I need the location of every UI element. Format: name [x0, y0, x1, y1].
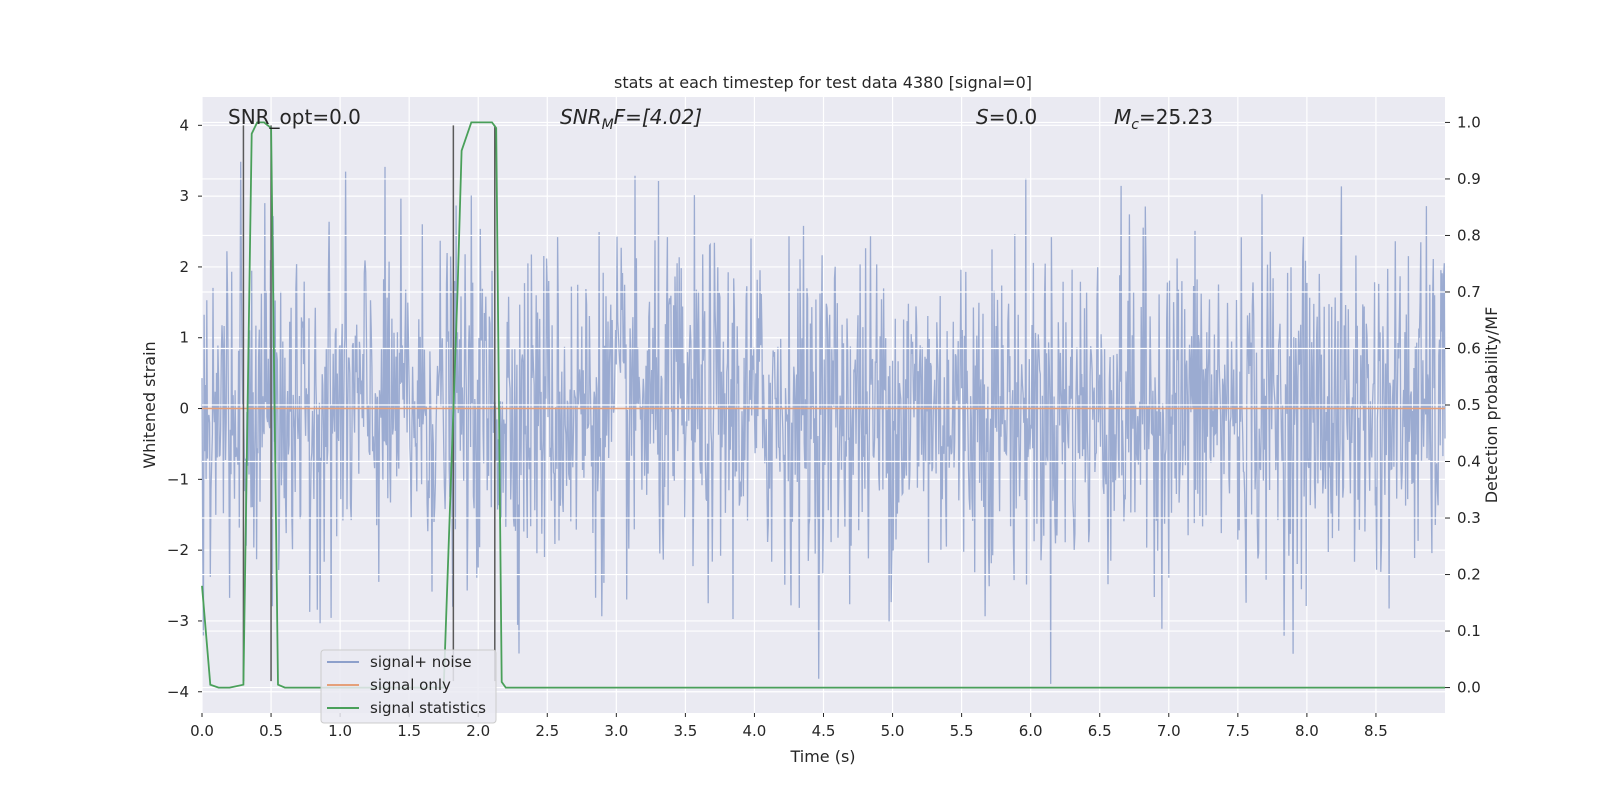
series-signal-statistics — [201, 121, 1445, 689]
y2-tick-label: 0.6 — [1457, 339, 1481, 357]
legend-label-signal-noise: signal+ noise — [370, 653, 472, 671]
legend-box — [320, 649, 497, 724]
x-tick-label: 2.0 — [466, 722, 490, 740]
y2-tick-label: 1.0 — [1457, 113, 1481, 131]
y-tick-label: −4 — [167, 683, 189, 701]
x-tick-label: 7.0 — [1157, 722, 1181, 740]
y2-tick-label: 0.0 — [1457, 679, 1481, 697]
annotation-s-rest: =0.0 — [989, 105, 1038, 129]
y2-tick-label: 0.8 — [1457, 226, 1481, 244]
x-tick-label: 4.5 — [812, 722, 836, 740]
annotation-snr-opt: SNR_opt=0.0 — [228, 105, 361, 129]
annotation-snr-mf-main: SNR — [560, 105, 602, 129]
x-tick-label: 1.5 — [397, 722, 421, 740]
x-tick-label: 4.0 — [743, 722, 767, 740]
annotation-mc-sub: c — [1131, 117, 1139, 133]
y-tick-label: −3 — [167, 612, 189, 630]
y2-tick-label: 0.2 — [1457, 566, 1481, 584]
annotation-snr-mf-rest: F=[4.02] — [614, 105, 702, 129]
x-tick-label: 8.0 — [1295, 722, 1319, 740]
annotation-snr-mf: SNRMF=[4.02] — [560, 105, 702, 133]
signal-statistics-line — [201, 121, 1445, 689]
y-axis-label: Whitened strain — [140, 341, 159, 468]
x-ticks: 0.0 0.5 1.0 1.5 2.0 2.5 3.0 3.5 4.0 4.5 5.0 5.5 6.0 6… — [190, 713, 1388, 740]
x-tick-label: 5.0 — [881, 722, 905, 740]
x-axis-label: Time (s) — [789, 747, 855, 766]
x-tick-label: 0.0 — [190, 722, 214, 740]
y2-axis-label: Detection probability/MF — [1482, 307, 1501, 504]
x-tick-label: 6.5 — [1088, 722, 1112, 740]
x-tick-label: 7.5 — [1226, 722, 1250, 740]
legend: signal+ noise signal only signal statist… — [320, 649, 497, 724]
legend-label-signal-statistics: signal statistics — [370, 699, 486, 717]
y-tick-label: 4 — [179, 116, 189, 134]
y2-tick-label: 0.7 — [1457, 283, 1481, 301]
annotation-mc-rest: =25.23 — [1139, 105, 1213, 129]
annotation-mc-main: M — [1114, 105, 1131, 129]
y-tick-label: 1 — [179, 329, 189, 347]
legend-label-signal-only: signal only — [370, 676, 451, 694]
y2-tick-label: 0.5 — [1457, 396, 1481, 414]
y-tick-label: 3 — [179, 187, 189, 205]
x-tick-label: 2.5 — [535, 722, 559, 740]
x-tick-label: 1.0 — [328, 722, 352, 740]
x-tick-label: 3.5 — [673, 722, 697, 740]
noise-trace — [201, 161, 1446, 684]
x-tick-label: 3.0 — [604, 722, 628, 740]
annotation-s-main: S — [976, 105, 989, 129]
y2-ticks: 1.0 0.9 0.8 0.7 0.6 0.5 0.4 0.3 0.2 0.1 0.0 — [1445, 113, 1481, 697]
x-tick-label: 5.5 — [950, 722, 974, 740]
y2-tick-label: 0.1 — [1457, 622, 1481, 640]
series-signal-noise — [201, 161, 1446, 684]
y-ticks: 4 3 2 1 0 −1 −2 −3 −4 — [167, 116, 202, 701]
y-tick-label: −2 — [167, 541, 189, 559]
y2-tick-label: 0.4 — [1457, 453, 1481, 471]
x-tick-label: 8.5 — [1364, 722, 1388, 740]
y2-tick-label: 0.3 — [1457, 509, 1481, 527]
y2-tick-label: 0.9 — [1457, 170, 1481, 188]
annotation-mc: Mc=25.23 — [1114, 105, 1213, 133]
y-tick-label: −1 — [167, 470, 189, 488]
chart-title: stats at each timestep for test data 438… — [614, 73, 1032, 92]
y-tick-label: 0 — [179, 400, 189, 418]
x-tick-label: 0.5 — [259, 722, 283, 740]
annotation-snr-mf-sub: M — [602, 117, 614, 133]
x-tick-label: 6.0 — [1019, 722, 1043, 740]
annotation-s: S=0.0 — [976, 105, 1037, 129]
y-tick-label: 2 — [179, 258, 189, 276]
